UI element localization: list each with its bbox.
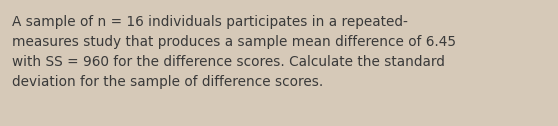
Text: A sample of n = 16 individuals participates in a repeated-
measures study that p: A sample of n = 16 individuals participa…: [12, 15, 456, 89]
